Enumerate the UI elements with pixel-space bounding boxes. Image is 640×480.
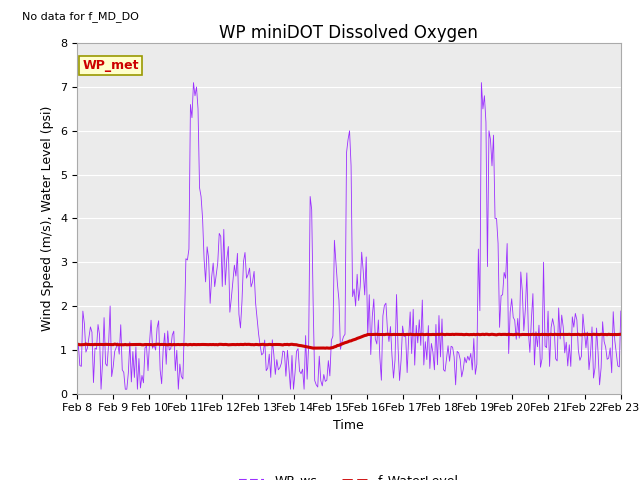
- X-axis label: Time: Time: [333, 419, 364, 432]
- Text: No data for f_MD_DO: No data for f_MD_DO: [22, 11, 140, 22]
- Y-axis label: Wind Speed (m/s), Water Level (psi): Wind Speed (m/s), Water Level (psi): [42, 106, 54, 331]
- Text: WP_met: WP_met: [82, 59, 139, 72]
- Legend: WP_ws, f_WaterLevel: WP_ws, f_WaterLevel: [234, 469, 463, 480]
- Title: WP miniDOT Dissolved Oxygen: WP miniDOT Dissolved Oxygen: [220, 24, 478, 42]
